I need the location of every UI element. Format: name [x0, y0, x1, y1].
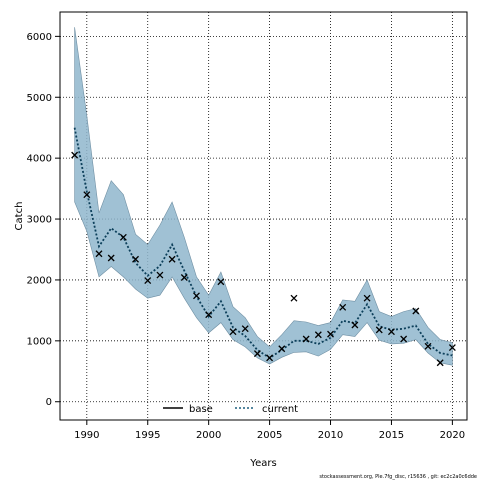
observed-point — [327, 330, 334, 338]
observed-point — [83, 191, 91, 199]
x-axis: 1990 1995 2000 2005 2010 2015 2020 — [74, 420, 465, 441]
x-tick-label: 2015 — [379, 430, 404, 441]
legend: base current — [163, 404, 298, 415]
observed-point — [253, 350, 261, 358]
observed-point — [412, 307, 420, 315]
observed-point — [278, 345, 286, 353]
legend-label-base: base — [189, 404, 213, 415]
confidence-band — [74, 27, 453, 366]
y-tick-label: 3000 — [27, 215, 52, 226]
y-tick-label: 1000 — [27, 336, 52, 347]
y-tick-label: 4000 — [27, 154, 52, 165]
x-tick-label: 2000 — [196, 430, 221, 441]
x-tick-label: 1990 — [74, 430, 99, 441]
plot-marks — [71, 27, 456, 367]
y-tick-label: 5000 — [27, 93, 52, 104]
observed-point — [119, 233, 127, 241]
x-axis-title: Years — [249, 458, 276, 469]
observed-point — [266, 354, 274, 362]
observed-point — [363, 294, 371, 302]
x-tick-label: 2020 — [440, 430, 465, 441]
observed-point — [71, 151, 79, 159]
y-axis: 0 1000 2000 3000 4000 5000 6000 — [27, 32, 60, 408]
x-tick-label: 2010 — [318, 430, 343, 441]
observed-point — [314, 331, 322, 339]
observed-point — [448, 344, 456, 351]
observed-point — [156, 271, 164, 279]
observed-point — [424, 342, 432, 350]
legend-label-current: current — [262, 404, 298, 415]
observed-point — [339, 303, 347, 311]
observed-point — [168, 255, 176, 263]
observed-point — [132, 255, 140, 263]
observed-point — [205, 311, 213, 319]
observed-point — [387, 328, 395, 336]
y-tick-label: 6000 — [27, 32, 52, 43]
observed-point — [290, 294, 298, 302]
observed-point — [95, 250, 103, 258]
observed-point — [400, 335, 408, 343]
y-axis-title: Catch — [14, 202, 25, 231]
observed-point — [241, 325, 249, 333]
observed-point — [351, 321, 359, 329]
observed-point — [144, 277, 152, 285]
observed-point — [436, 359, 444, 367]
plot-frame — [59, 11, 468, 421]
observed-point — [180, 274, 188, 281]
observed-point — [375, 326, 383, 334]
y-tick-label: 2000 — [27, 275, 52, 286]
observed-point — [302, 335, 310, 343]
observed-point — [217, 278, 225, 286]
observed-point — [229, 328, 237, 336]
y-tick-label: 0 — [46, 397, 52, 408]
observed-point — [193, 292, 200, 300]
x-tick-label: 2005 — [257, 430, 282, 441]
footnote: stockassessment.org, Ple.7fg_disc, r1563… — [319, 474, 477, 480]
observed-point — [107, 254, 115, 262]
x-tick-label: 1995 — [135, 430, 160, 441]
